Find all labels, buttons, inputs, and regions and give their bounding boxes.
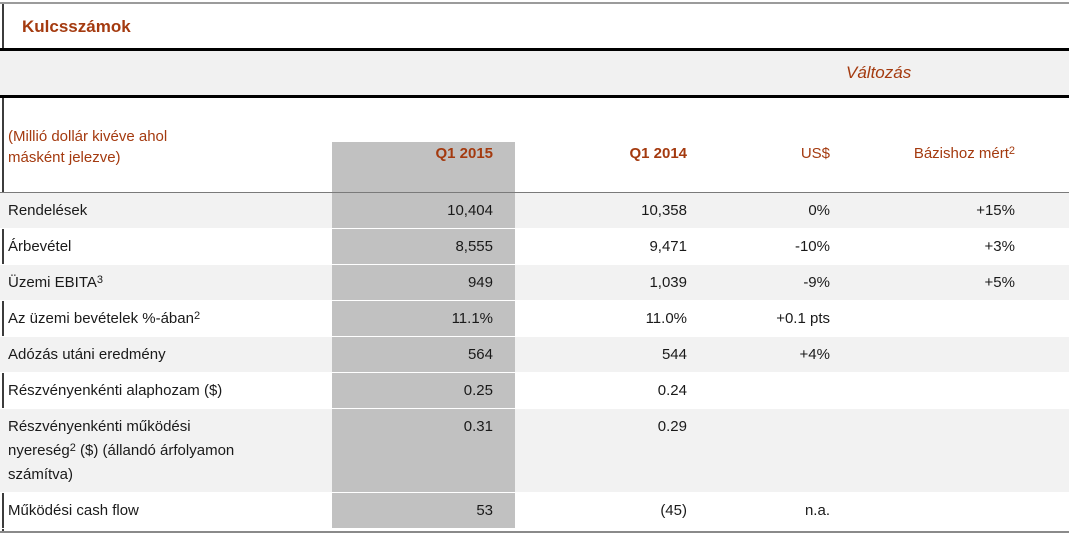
cell-base-change xyxy=(855,493,1069,528)
cell-usd-change: -10% xyxy=(794,238,830,255)
col-header-usd: US$ xyxy=(800,145,830,162)
cell-usd-change: +0.1 pts xyxy=(776,310,830,327)
cell-q1-2014: 0.24 xyxy=(657,382,687,399)
cell-label: Rendelések xyxy=(8,202,88,219)
cell-usd-change: n.a. xyxy=(804,502,830,519)
cell-label: Részvényenkénti működési nyereség2 ($) (… xyxy=(8,418,235,483)
cell-q1-2014: 544 xyxy=(661,346,687,363)
cell-q1-2015: 564 xyxy=(332,337,515,372)
cell-label: Árbevétel xyxy=(8,238,72,255)
cell-q1-2014: 10,358 xyxy=(641,202,687,219)
col-header-q1-2015: Q1 2015 xyxy=(332,142,515,192)
cell-label: Működési cash flow xyxy=(8,502,139,519)
cell-base-change: +5% xyxy=(984,274,1015,291)
table-row-ebita: Üzemi EBITA3 949 1,039 -9% +5% xyxy=(0,265,1069,301)
table-bottom-rule xyxy=(0,531,1069,533)
cell-usd-change: -9% xyxy=(803,274,830,291)
cell-base-change: +3% xyxy=(984,238,1015,255)
units-line2: másként jelezve) xyxy=(8,149,121,166)
key-figures-table: (Millió dollár kivéve ahol másként jelez… xyxy=(0,98,1069,533)
cell-base-change xyxy=(855,301,1069,336)
table-row-operational-eps: Részvényenkénti működési nyereség2 ($) (… xyxy=(0,409,1069,493)
cell-base-change xyxy=(855,373,1069,408)
cell-q1-2014: (45) xyxy=(660,502,687,519)
cell-q1-2014: 0.29 xyxy=(657,418,687,435)
cell-q1-2015: 11.1% xyxy=(332,301,515,336)
cell-usd-change xyxy=(710,373,855,408)
change-header-label: Változás xyxy=(846,63,912,82)
band-divider xyxy=(0,95,1069,98)
units-line1: (Millió dollár kivéve ahol xyxy=(8,128,168,145)
cell-usd-change: +4% xyxy=(799,346,830,363)
cell-base-change: +15% xyxy=(976,202,1015,219)
cell-q1-2015: 10,404 xyxy=(332,193,515,228)
table-row-ebita-pct: Az üzemi bevételek %-ában2 11.1% 11.0% +… xyxy=(0,301,1069,337)
table-row-cash-flow: Működési cash flow 53 (45) n.a. xyxy=(0,493,1069,529)
cell-q1-2015: 8,555 xyxy=(332,229,515,264)
table-header-row: (Millió dollár kivéve ahol másként jelez… xyxy=(0,98,1069,193)
cell-q1-2015: 53 xyxy=(332,493,515,528)
cell-base-change xyxy=(855,409,1069,492)
page-title: Kulcsszámok xyxy=(22,17,131,36)
cell-label: Részvényenkénti alaphozam ($) xyxy=(8,382,223,399)
cell-q1-2014: 1,039 xyxy=(649,274,687,291)
cell-q1-2015: 949 xyxy=(332,265,515,300)
table-row-net-income: Adózás utáni eredmény 564 544 +4% xyxy=(0,337,1069,373)
col-header-q1-2014: Q1 2014 xyxy=(629,145,687,162)
cell-q1-2014: 9,471 xyxy=(649,238,687,255)
cell-q1-2014: 11.0% xyxy=(645,310,687,327)
col-header-base-text: Bázishoz mért xyxy=(913,145,1009,162)
cell-label: Üzemi EBITA3 xyxy=(8,274,104,291)
table-row-revenue: Árbevétel 8,555 9,471 -10% +3% xyxy=(0,229,1069,265)
cell-usd-change xyxy=(710,409,855,492)
col-header-units: (Millió dollár kivéve ahol másként jelez… xyxy=(0,126,332,192)
table-row-orders: Rendelések 10,404 10,358 0% +15% xyxy=(0,193,1069,229)
table-row-basic-eps: Részvényenkénti alaphozam ($) 0.25 0.24 xyxy=(0,373,1069,409)
cell-base-change xyxy=(855,337,1069,372)
cell-label: Adózás utáni eredmény xyxy=(8,346,166,363)
col-header-base-sup: 2 xyxy=(1008,145,1015,157)
change-band: Változás xyxy=(0,51,1069,95)
col-header-base: Bázishoz mért2 xyxy=(855,142,1069,192)
cell-q1-2015: 0.31 xyxy=(332,409,515,492)
cell-label: Az üzemi bevételek %-ában2 xyxy=(8,310,201,327)
cell-q1-2015: 0.25 xyxy=(332,373,515,408)
title-divider xyxy=(0,48,1069,51)
top-frame-line xyxy=(0,2,1069,4)
cell-usd-change: 0% xyxy=(808,202,830,219)
